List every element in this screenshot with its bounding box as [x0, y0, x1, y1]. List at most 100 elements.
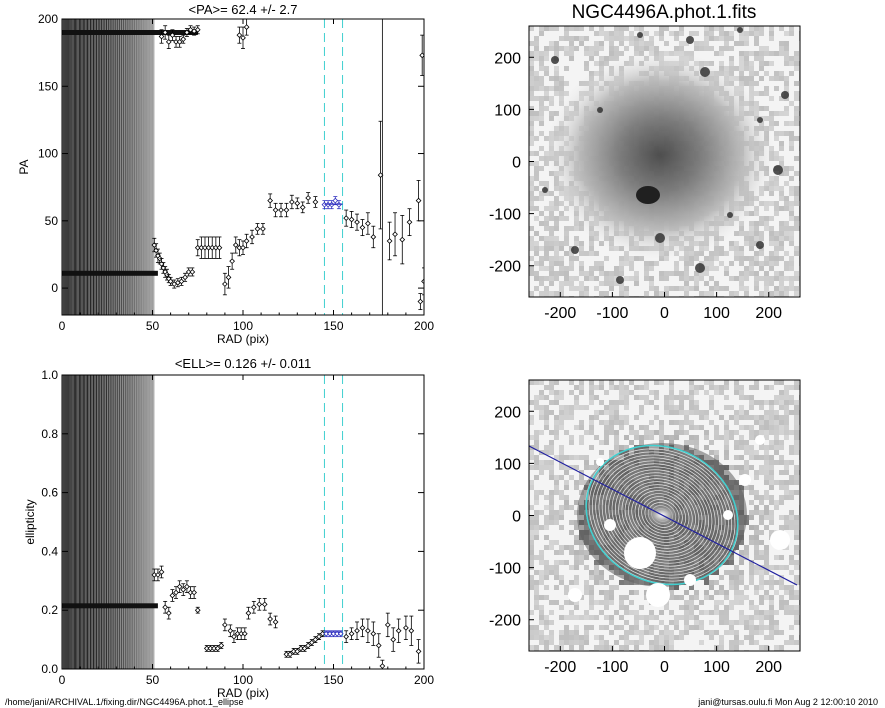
- diamond-marker: [305, 195, 312, 201]
- image-bottom-pixel: [709, 610, 714, 615]
- image-top-pixel: [539, 156, 544, 161]
- image-bottom-pixel: [539, 605, 544, 610]
- image-bottom-pixel: [779, 525, 784, 530]
- image-bottom-pixel: [779, 515, 784, 520]
- image-bottom-pixel: [544, 640, 549, 645]
- star-source: [695, 263, 705, 273]
- diamond-marker: [365, 627, 371, 634]
- image-top-pixel: [664, 271, 669, 276]
- image-top-pixel: [759, 66, 764, 71]
- image-bottom-pixel: [549, 500, 554, 505]
- image-top-pixel: [789, 241, 794, 246]
- ell-data-point: [403, 615, 409, 640]
- image-top-y-tick-label: 100: [494, 102, 521, 119]
- image-bottom-pixel: [779, 400, 784, 405]
- image-bottom-pixel: [779, 425, 784, 430]
- image-bottom-pixel: [779, 460, 784, 465]
- image-bottom-pixel: [719, 590, 724, 595]
- image-bottom-pixel: [734, 575, 739, 580]
- image-bottom-pixel: [689, 395, 694, 400]
- image-top-pixel: [609, 271, 614, 276]
- image-top-pixel: [714, 51, 719, 56]
- image-top-pixel: [529, 76, 534, 81]
- image-top-pixel: [749, 246, 754, 251]
- image-top-pixel: [534, 286, 539, 291]
- image-bottom-pixel: [764, 385, 769, 390]
- image-top-pixel: [584, 46, 589, 51]
- diamond-marker: [337, 630, 344, 637]
- image-bottom-pixel: [649, 615, 654, 620]
- image-bottom-pixel: [554, 520, 559, 525]
- image-bottom-pixel: [544, 495, 549, 500]
- image-bottom-pixel: [574, 640, 579, 645]
- pa-stripe: [94, 19, 96, 315]
- image-top-pixel: [754, 51, 759, 56]
- image-top-pixel: [544, 266, 549, 271]
- image-bottom-pixel: [529, 550, 534, 555]
- pa-stripe: [133, 19, 136, 315]
- image-bottom-pixel: [704, 630, 709, 635]
- image-bottom-pixel: [689, 400, 694, 405]
- image-bottom-pixel: [554, 380, 559, 385]
- image-top-pixel: [769, 261, 774, 266]
- image-bottom-pixel: [569, 530, 574, 535]
- pa-x-tick-label: 0: [59, 319, 66, 333]
- pa-stripe: [150, 19, 152, 315]
- image-top-pixel: [554, 241, 559, 246]
- image-top-pixel: [574, 236, 579, 241]
- image-top-pixel: [699, 276, 704, 281]
- image-bottom-pixel: [779, 485, 784, 490]
- image-top-pixel: [789, 191, 794, 196]
- image-bottom-pixel: [539, 470, 544, 475]
- diamond-marker: [354, 219, 360, 226]
- image-bottom-pixel: [574, 455, 579, 460]
- image-bottom-pixel: [629, 440, 634, 445]
- image-top-pixel: [759, 46, 764, 51]
- image-bottom-pixel: [754, 570, 759, 575]
- image-bottom-pixel: [749, 500, 754, 505]
- image-bottom-pixel: [529, 485, 534, 490]
- image-bottom-pixel: [774, 400, 779, 405]
- ell-data-marks: [62, 375, 422, 669]
- image-bottom-pixel: [584, 635, 589, 640]
- image-bottom-pixel: [589, 625, 594, 630]
- image-top-pixel: [694, 281, 699, 286]
- image-bottom-pixel: [749, 435, 754, 440]
- image-top-pixel: [544, 181, 549, 186]
- image-top-pixel: [539, 246, 544, 251]
- image-bottom-pixel: [679, 400, 684, 405]
- image-bottom-pixel: [639, 635, 644, 640]
- image-top-pixel: [554, 226, 559, 231]
- image-top-pixel: [529, 271, 534, 276]
- image-bottom-pixel: [659, 425, 664, 430]
- image-bottom-pixel: [789, 495, 794, 500]
- image-bottom-pixel: [634, 385, 639, 390]
- image-top-pixel: [724, 251, 729, 256]
- image-bottom-pixel: [694, 625, 699, 630]
- image-top-pixel: [579, 271, 584, 276]
- pa-stripe: [90, 19, 91, 315]
- image-bottom-pixel: [579, 560, 584, 565]
- image-bottom-pixel: [769, 480, 774, 485]
- image-bottom-pixel: [669, 400, 674, 405]
- image-bottom-pixel: [744, 445, 749, 450]
- image-bottom-pixel: [749, 635, 754, 640]
- ell-data-point: [312, 636, 319, 643]
- ell-x-tick-label: 100: [233, 673, 253, 687]
- image-top-pixel: [759, 216, 764, 221]
- image-bottom-pixel: [744, 395, 749, 400]
- image-bottom-pixel: [724, 450, 729, 455]
- image-bottom-pixel: [739, 595, 744, 600]
- image-top-pixel: [534, 186, 539, 191]
- diamond-marker: [348, 216, 355, 223]
- image-bottom-pixel: [544, 515, 549, 520]
- image-top-pixel: [764, 291, 769, 296]
- image-top-pixel: [629, 276, 634, 281]
- image-bottom-pixel: [734, 580, 739, 585]
- image-bottom-pixel: [744, 415, 749, 420]
- image-bottom-pixel: [599, 385, 604, 390]
- image-top-pixel: [549, 241, 554, 246]
- image-bottom-pixel: [589, 570, 594, 575]
- image-bottom-pixel: [684, 625, 689, 630]
- image-top-pixel: [584, 276, 589, 281]
